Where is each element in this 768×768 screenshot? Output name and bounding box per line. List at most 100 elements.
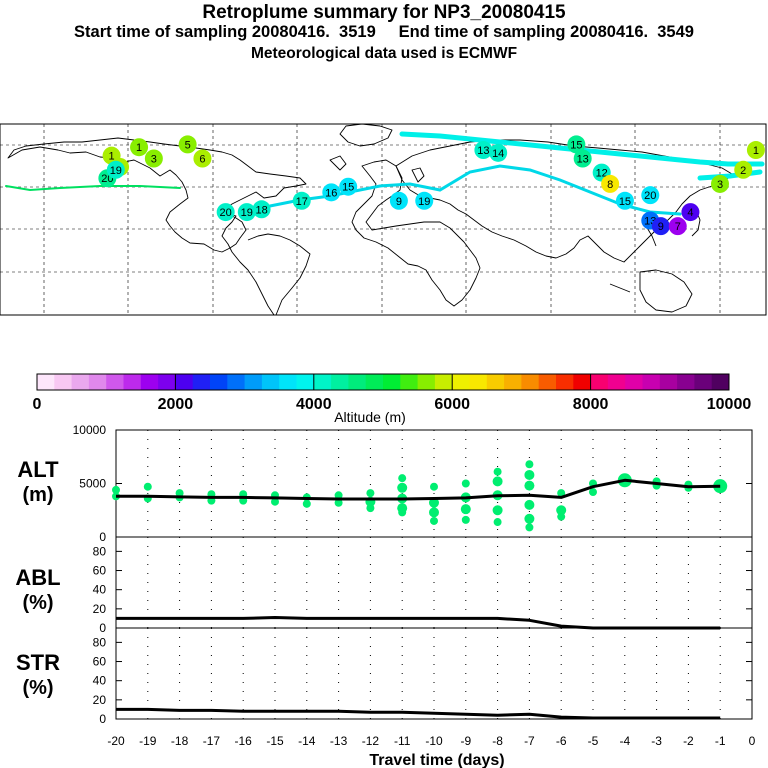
colorbar-cell [71,374,90,390]
colorbar-cell [556,374,574,390]
plume-day-label: 20 [644,190,656,202]
plume-day-label: 14 [492,148,504,160]
y-tick-label: 80 [93,635,107,649]
plume-day-label: 20 [220,207,232,219]
alt-point [430,516,438,525]
plume-marker [567,135,586,154]
alt-point [492,476,503,487]
x-grid-marks [115,430,753,719]
x-tick-label: -17 [203,734,221,748]
alt-point [271,497,279,506]
x-tick-labels: -20 -19 -18 -17 -16 -15 -14 -13 -12 -11 -10 -9 -8 -7-… [107,734,755,748]
plume-marker [106,160,125,179]
x-axis-label: Travel time (days) [369,752,504,768]
colorbar-cell [694,374,713,390]
y-tick-label: 60 [93,655,107,669]
colorbar-cell [227,374,246,390]
alt-point [460,504,471,515]
plume-marker [389,191,408,210]
x-tick-label: -1 [715,734,726,748]
x-tick-label: -4 [619,734,630,748]
altitude-colorbar: 0 2000 4000 6000 8000 10000 Altitude (m) [33,373,751,425]
alt-point [493,518,502,527]
alt-point [524,513,535,524]
plume-marker [734,160,753,179]
colorbar-cell [261,374,280,390]
world-map: 1134562019201918171615919131415131281520… [0,123,767,316]
abl-y-ticks: 80 60 40 20 0 [93,544,752,635]
alt-point [524,499,535,510]
plume-day-label: 6 [199,154,205,166]
alt-point [175,489,184,498]
plume-marker [252,200,271,219]
plume-marker [668,217,687,236]
x-tick-label: -12 [362,734,380,748]
plume-marker [237,203,256,222]
plume-day-label: 3 [717,179,723,191]
x-tick-label: -18 [171,734,189,748]
colorbar-cell [348,374,367,390]
colorbar-cell [486,374,505,390]
y-tick-label: 40 [93,583,107,597]
plume-marker [746,141,765,160]
colorbar-cell [37,374,55,390]
plume-day-label: 12 [596,168,608,180]
plume-day-label: 4 [687,207,693,219]
colorbar-tick-label: 8000 [573,396,609,413]
alt-point [398,474,407,483]
alt-point [493,467,502,476]
plume-day-label: 19 [418,196,430,208]
plume-day-label: 9 [658,221,664,233]
y-tick-label: 20 [93,693,107,707]
alt-point [430,482,438,491]
colorbar-cell [210,374,228,390]
alt-y-ticks: 10000 5000 0 [73,423,752,544]
alt-point [334,491,343,500]
plume-marker [339,177,358,196]
plume-marker [415,191,434,210]
plume-day-label: 13 [577,154,589,166]
colorbar-cell [417,374,436,390]
panels: ALT (m) ABL (%) STR (%) 10000 5000 0 80 60 4… [15,423,755,768]
plume-marker [641,186,660,205]
plume-marker [193,149,212,168]
colorbar-cell [607,374,626,390]
plume-marker [216,203,235,222]
colorbar-tick-label: 2000 [158,396,194,413]
colorbar-cell [538,374,557,390]
plume-day-label: 15 [619,196,631,208]
plume-day-label: 8 [607,179,613,191]
alt-point [397,482,408,493]
colorbar-tick-label: 4000 [296,396,332,413]
plume-marker [322,183,341,202]
meteo-source: Meteorological data used is ECMWF [250,45,518,62]
x-tick-label: -7 [524,734,535,748]
colorbar-cell [140,374,159,390]
x-tick-label: -3 [651,734,662,748]
colorbar-cell [469,374,488,390]
x-tick-label: 0 [749,734,756,748]
plume-day-label: 5 [185,139,191,151]
sampling-times: Start time of sampling 20080416. 3519 En… [74,23,694,41]
plume-day-label: 7 [675,221,681,233]
x-tick-label: -6 [556,734,567,748]
colorbar-tick-label: 0 [33,396,42,413]
x-tick-label: -9 [460,734,471,748]
colorbar-cell [434,374,453,390]
alt-point [334,498,343,507]
alt-point [397,503,408,514]
plume-day-label: 9 [396,196,402,208]
str-y-ticks: 80 60 40 20 0 [93,635,752,726]
alt-point [713,479,728,494]
x-tick-label: -14 [298,734,316,748]
plume-marker [292,191,311,210]
colorbar-cell [54,374,73,390]
colorbar-cell [642,374,661,390]
plume-marker [130,138,149,157]
colorbar-cell [383,374,401,390]
colorbar-cell [244,374,263,390]
plume-day-label: 1 [136,142,142,154]
colorbar-cell [659,374,678,390]
plume-marker [711,174,729,193]
